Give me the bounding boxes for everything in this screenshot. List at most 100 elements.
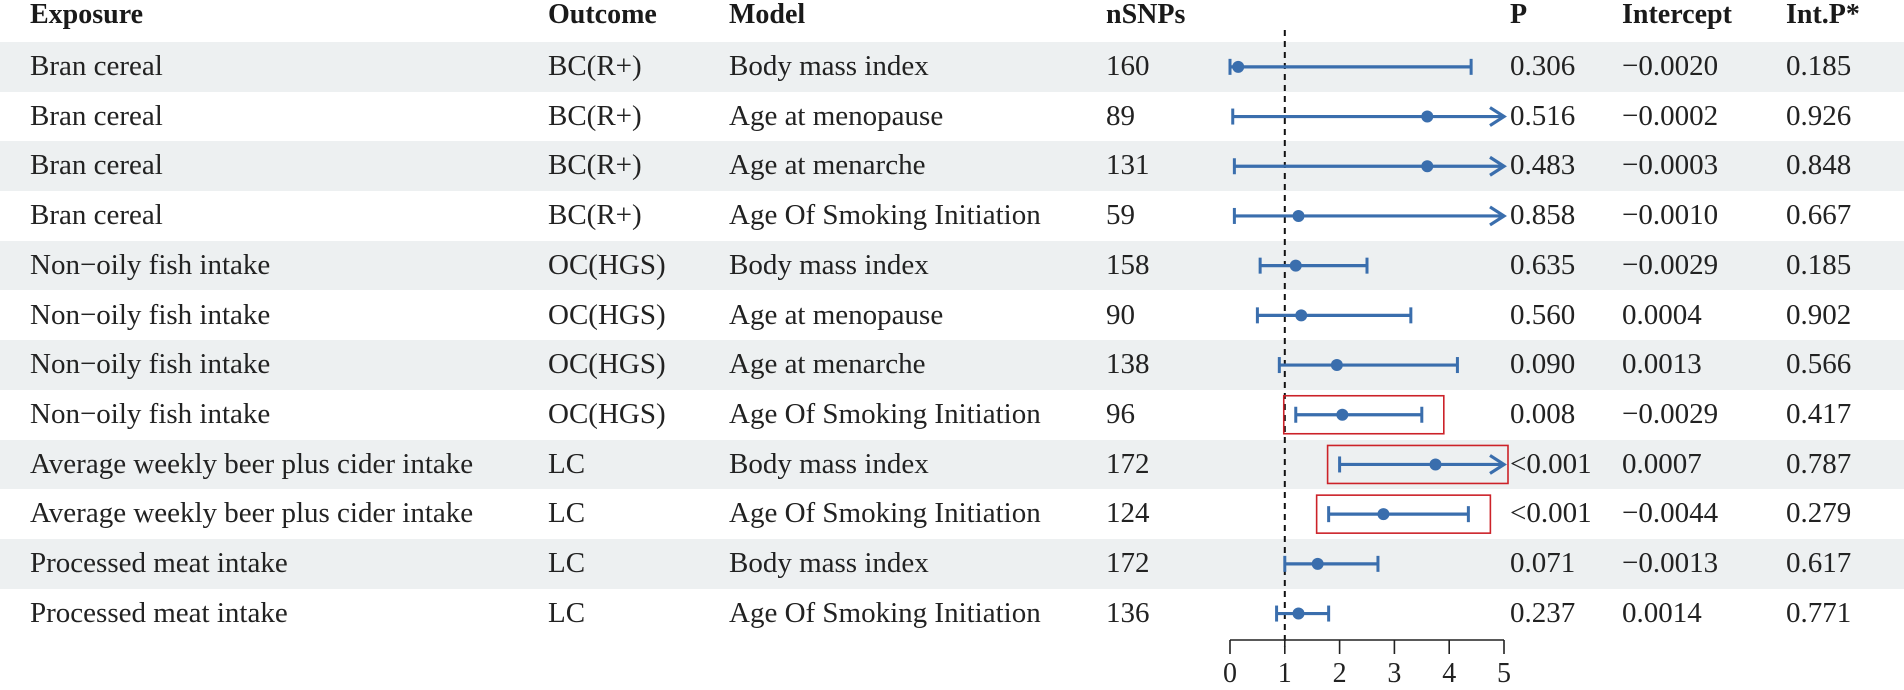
header-exposure: Exposure: [30, 0, 144, 30]
header-intercept: Intercept: [1622, 0, 1732, 30]
cell-nsnps: 96: [1106, 397, 1135, 430]
cell-exposure: Non−oily fish intake: [30, 348, 271, 381]
cell-model: Age Of Smoking Initiation: [729, 596, 1041, 629]
table-row: Non−oily fish intake OC(HGS) Age at menopa…: [0, 291, 1904, 341]
cell-intercept: 0.0013: [1622, 348, 1702, 381]
x-tick-label: 1: [1278, 658, 1292, 689]
cell-outcome: BC(R+): [548, 199, 642, 232]
x-tick-label: 0: [1223, 658, 1237, 689]
table-row: Non−oily fish intake OC(HGS) Body mass ind…: [0, 240, 1904, 291]
cell-intercept: −0.0003: [1622, 149, 1719, 182]
cell-p: 0.090: [1510, 348, 1576, 381]
table-row: Processed meat intake LC Age Of Smoking In…: [0, 589, 1904, 639]
cell-nsnps: 172: [1106, 447, 1150, 480]
cell-intp: 0.185: [1786, 248, 1852, 281]
table-row: Bran cereal BC(R+) Age at menarche 131 0.483…: [0, 141, 1904, 192]
cell-outcome: LC: [548, 497, 586, 530]
point-estimate: [1429, 458, 1442, 471]
cell-p: 0.635: [1510, 248, 1576, 281]
cell-outcome: OC(HGS): [548, 397, 666, 430]
highlight-box: [1282, 394, 1445, 435]
cell-p: <0.001: [1510, 497, 1592, 530]
cell-intp: 0.771: [1786, 596, 1852, 629]
ci-arrow: [1489, 454, 1507, 475]
cell-intp: 0.787: [1786, 447, 1852, 480]
cell-outcome: LC: [548, 447, 586, 480]
cell-p: 0.071: [1510, 547, 1576, 579]
cell-intp: 0.902: [1786, 298, 1852, 331]
x-tick-label: 4: [1442, 658, 1456, 689]
point-estimate: [1421, 160, 1434, 173]
cell-intercept: 0.0007: [1622, 447, 1702, 480]
point-estimate: [1292, 607, 1305, 620]
cell-exposure: Processed meat intake: [30, 547, 288, 579]
cell-outcome: BC(R+): [548, 149, 642, 182]
table-row: Non−oily fish intake OC(HGS) Age Of Smokin…: [0, 390, 1904, 440]
cell-model: Age at menopause: [729, 99, 944, 132]
header-outcome: Outcome: [548, 0, 657, 30]
cell-intp: 0.279: [1786, 497, 1852, 530]
point-estimate: [1421, 110, 1434, 123]
cell-model: Age at menarche: [729, 149, 926, 182]
table-row: Bran cereal BC(R+) Age Of Smoking Initiati…: [0, 191, 1904, 241]
cell-intp: 0.417: [1786, 397, 1852, 430]
cell-outcome: OC(HGS): [548, 348, 666, 381]
cell-intercept: −0.0002: [1622, 99, 1719, 132]
cell-model: Body mass index: [729, 248, 929, 281]
cell-outcome: OC(HGS): [548, 248, 666, 281]
ci-arrow: [1489, 155, 1507, 177]
cell-outcome: OC(HGS): [548, 298, 666, 331]
cell-outcome: LC: [548, 596, 586, 629]
point-estimate: [1292, 209, 1305, 222]
cell-model: Age Of Smoking Initiation: [729, 397, 1041, 430]
table-row: Non−oily fish intake OC(HGS) Age at menarc…: [0, 340, 1904, 390]
cell-exposure: Average weekly beer plus cider intake: [30, 497, 474, 530]
cell-outcome: BC(R+): [548, 50, 642, 82]
highlight-box: [1326, 444, 1509, 485]
table-row: Average weekly beer plus cider intake LC A…: [0, 489, 1904, 539]
cell-intercept: −0.0013: [1622, 547, 1719, 579]
cell-intp: 0.667: [1786, 199, 1852, 232]
cell-outcome: BC(R+): [548, 99, 642, 132]
cell-intp: 0.566: [1786, 348, 1852, 381]
point-estimate: [1336, 408, 1349, 421]
cell-p: <0.001: [1510, 447, 1592, 480]
point-estimate: [1289, 259, 1302, 272]
header-intp: Int.P*: [1786, 0, 1860, 30]
cell-exposure: Non−oily fish intake: [30, 248, 271, 281]
cell-nsnps: 59: [1106, 199, 1135, 232]
cell-p: 0.008: [1510, 397, 1576, 430]
cell-p: 0.560: [1510, 298, 1576, 331]
cell-intercept: 0.0004: [1622, 298, 1702, 331]
cell-model: Age Of Smoking Initiation: [729, 497, 1041, 530]
cell-model: Age Of Smoking Initiation: [729, 199, 1041, 232]
cell-nsnps: 138: [1106, 348, 1150, 381]
ci-arrow: [1489, 205, 1507, 227]
cell-exposure: Bran cereal: [30, 149, 163, 182]
ci-arrow: [1489, 106, 1507, 127]
x-tick-label: 3: [1387, 658, 1401, 689]
table-row: Processed meat intake LC Body mass index 17…: [0, 539, 1904, 589]
cell-intp: 0.926: [1786, 99, 1852, 132]
point-estimate: [1232, 60, 1245, 73]
cell-nsnps: 131: [1106, 149, 1150, 182]
cell-p: 0.516: [1510, 99, 1576, 132]
cell-intercept: −0.0010: [1622, 199, 1719, 232]
cell-nsnps: 172: [1106, 547, 1150, 579]
cell-p: 0.858: [1510, 199, 1576, 232]
cell-intp: 0.617: [1786, 547, 1852, 579]
header-model: Model: [729, 0, 806, 30]
point-estimate: [1377, 508, 1390, 521]
header-p: P: [1510, 0, 1528, 30]
cell-p: 0.483: [1510, 149, 1576, 182]
cell-nsnps: 90: [1106, 298, 1135, 331]
cell-intp: 0.848: [1786, 149, 1852, 182]
cell-exposure: Processed meat intake: [30, 596, 288, 629]
cell-model: Body mass index: [729, 547, 929, 579]
cell-exposure: Bran cereal: [30, 50, 163, 82]
x-tick-label: 2: [1333, 658, 1347, 689]
cell-intercept: −0.0029: [1622, 397, 1719, 430]
table-row: Bran cereal BC(R+) Age at menopause 89 0.516…: [0, 92, 1904, 142]
cell-exposure: Bran cereal: [30, 99, 163, 132]
table-row: Average weekly beer plus cider intake LC B…: [0, 439, 1904, 490]
